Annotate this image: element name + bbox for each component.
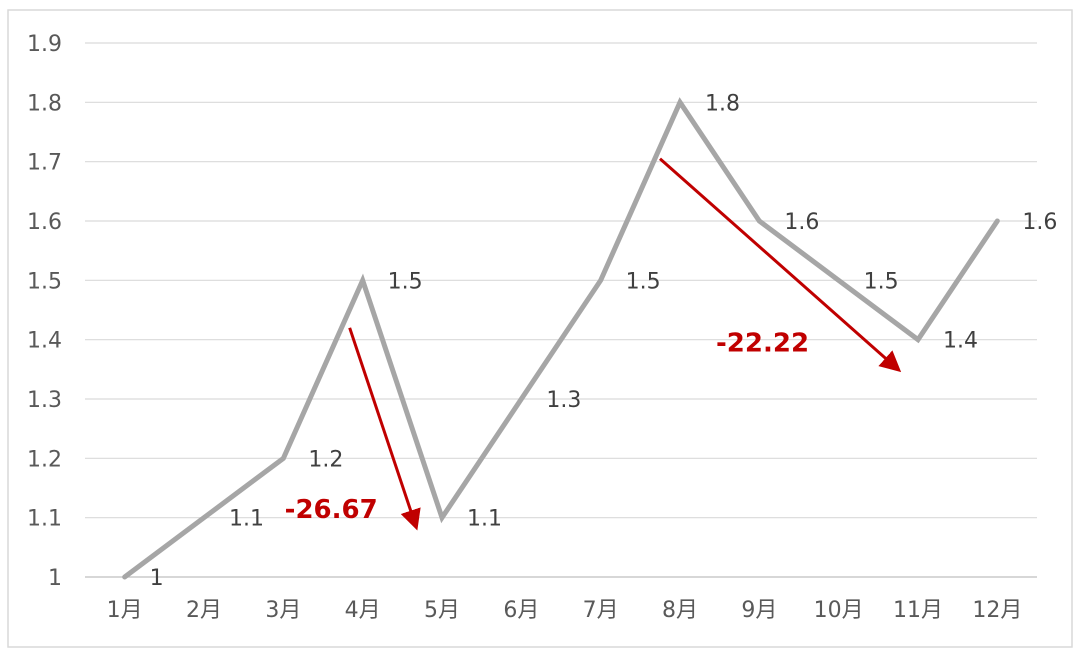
x-tick-label-5: 6月 [503,598,539,623]
x-tick-label-0: 1月 [107,598,143,623]
y-tick-label-1: 1.1 [27,507,62,532]
x-tick-label-11: 12月 [972,598,1022,623]
series-group [122,97,1000,580]
data-label-0: 1 [150,566,164,591]
annotations: -26.67 -22.22 [285,157,902,531]
x-axis-ticks: 1月 2月 3月 4月 5月 6月 7月 8月 9月 10月 11月 12月 [107,598,1023,623]
x-tick-label-6: 7月 [583,598,619,623]
x-tick-label-8: 9月 [741,598,777,623]
series-line [122,97,1000,580]
data-label-2: 1.2 [308,447,343,472]
y-axis-ticks: 1 1.1 1.2 1.3 1.4 1.5 1.6 1.7 1.8 1.9 [27,32,62,591]
y-tick-label-7: 1.7 [27,151,62,176]
annotation-arrow-2 [659,157,902,373]
y-tick-label-5: 1.5 [27,269,62,294]
data-label-4: 1.1 [467,507,502,532]
x-tick-label-9: 10月 [814,598,864,623]
data-label-5: 1.3 [546,388,581,413]
x-tick-label-7: 8月 [662,598,698,623]
data-label-10: 1.4 [943,329,978,354]
data-label-3: 1.5 [388,269,423,294]
y-tick-label-9: 1.9 [27,32,62,57]
data-label-9: 1.5 [864,269,899,294]
data-label-6: 1.5 [626,269,661,294]
y-tick-label-6: 1.6 [27,210,62,235]
x-tick-label-1: 2月 [186,598,222,623]
x-tick-label-4: 5月 [424,598,460,623]
y-tick-label-0: 1 [48,566,62,591]
data-label-8: 1.6 [784,210,819,235]
x-tick-label-2: 3月 [265,598,301,623]
x-tick-label-10: 11月 [893,598,943,623]
x-tick-label-3: 4月 [345,598,381,623]
y-tick-label-3: 1.3 [27,388,62,413]
annotation-arrow-1 [348,327,421,531]
data-labels: 1 1.1 1.2 1.5 1.1 1.3 1.5 1.8 1.6 1.5 1.4 1.6 [150,91,1058,591]
chart-border [7,9,1073,648]
y-tick-label-4: 1.4 [27,329,62,354]
data-label-11: 1.6 [1022,210,1057,235]
annotation-label-2: -22.22 [716,329,809,359]
y-tick-label-2: 1.2 [27,447,62,472]
y-tick-label-8: 1.8 [27,91,62,116]
annotation-label-1: -26.67 [285,495,378,525]
data-label-7: 1.8 [705,91,740,116]
data-label-1: 1.1 [229,507,264,532]
